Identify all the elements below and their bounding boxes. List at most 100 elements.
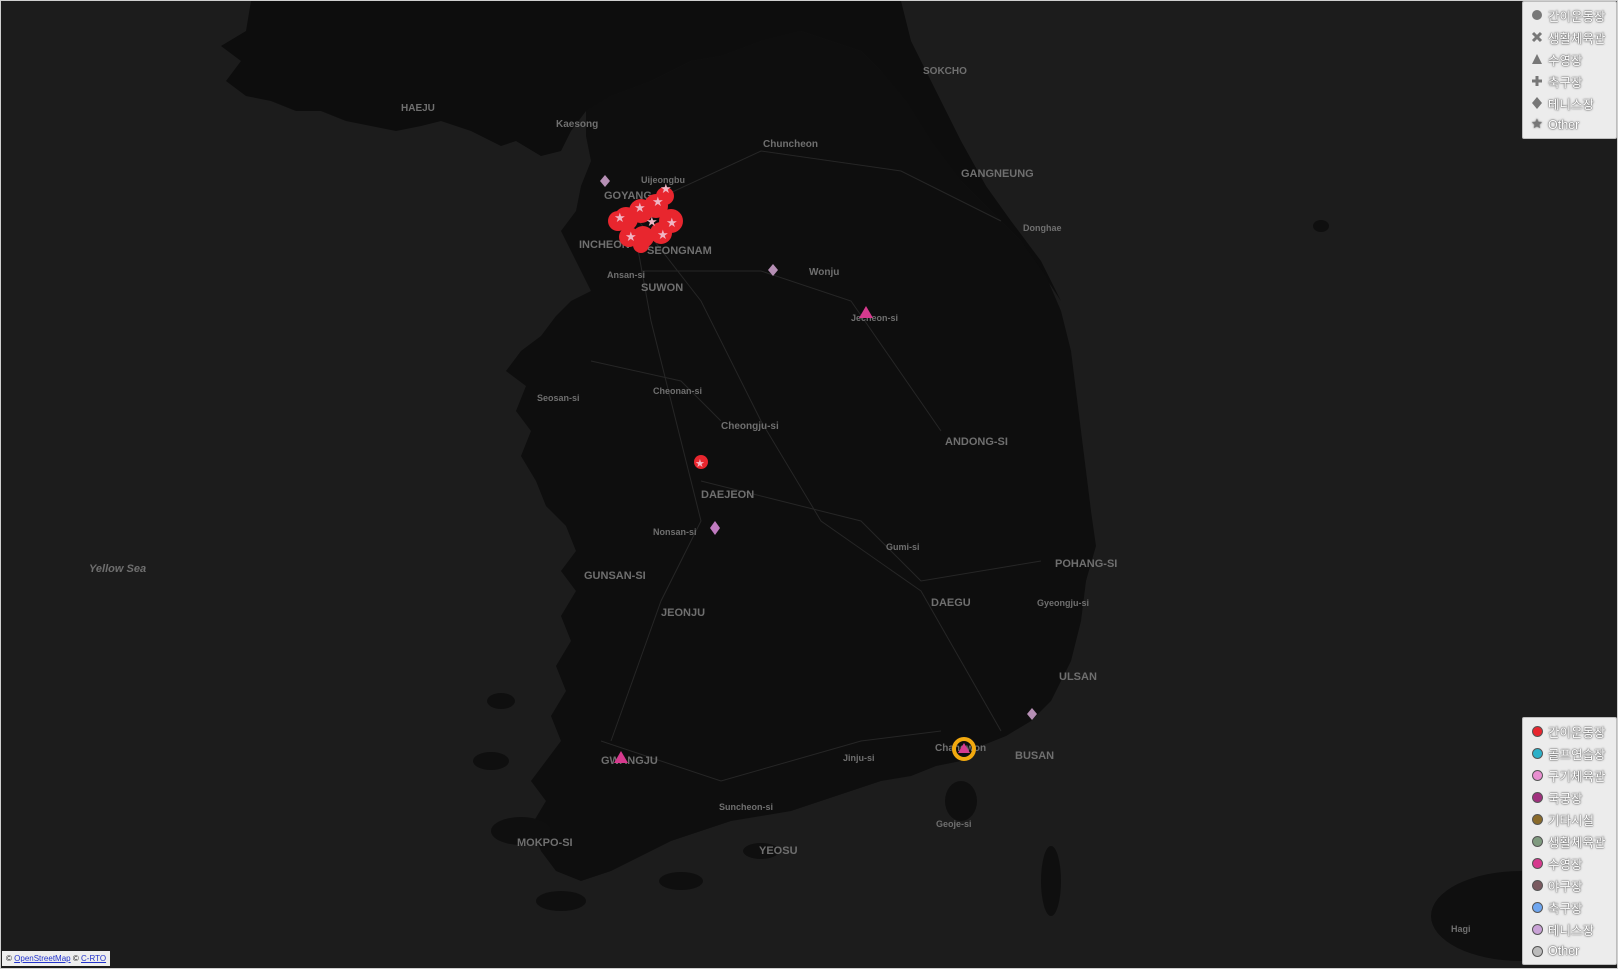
star-icon: ★ <box>660 182 672 197</box>
legend-item[interactable]: 축구장 <box>1530 896 1610 918</box>
legend-label: 테니스장 <box>1548 97 1595 112</box>
star-icon: ★ <box>1531 117 1543 132</box>
color-swatch-icon <box>1530 746 1544 760</box>
legend-item[interactable]: 테니스장 <box>1530 918 1610 940</box>
city-label-goyang: GOYANG <box>604 190 652 202</box>
marker-selected-highlight[interactable] <box>952 737 976 761</box>
legend-label: 야구장 <box>1548 879 1583 894</box>
city-label-daegu: DAEGU <box>931 597 971 609</box>
land-south <box>506 31 1096 881</box>
triangle-icon <box>1530 52 1544 66</box>
city-label-changwon: Changwon <box>935 743 986 754</box>
city-label-uijeongbu: Uijeongbu <box>641 175 685 185</box>
cluster-marker[interactable] <box>633 237 649 253</box>
city-label-daejeon: DAEJEON <box>701 489 754 501</box>
legend-label: 간이운동장 <box>1548 725 1606 740</box>
legend-label: Other <box>1548 944 1580 958</box>
star-icon: ★ <box>625 230 637 245</box>
city-label-gumi: Gumi-si <box>886 542 920 552</box>
color-legend: 간이운동장 골프연습장 구기체육관 국궁장 기타시설 생활체육관 수영장 야구장… <box>1522 717 1617 965</box>
legend-item[interactable]: 야구장 <box>1530 874 1610 896</box>
legend-item[interactable]: ★ Other <box>1530 114 1610 136</box>
legend-item[interactable]: 구기체육관 <box>1530 764 1610 786</box>
color-swatch-icon <box>1530 900 1544 914</box>
openstreetmap-link[interactable]: OpenStreetMap <box>14 954 71 963</box>
marker-diamond-tennis[interactable] <box>600 175 610 187</box>
legend-label: 간이운동장 <box>1548 9 1606 24</box>
legend-item[interactable]: 기타시설 <box>1530 808 1610 830</box>
cluster-marker[interactable] <box>656 187 674 205</box>
marker-diamond-tennis[interactable] <box>1027 708 1037 720</box>
facility-markers[interactable]: ★ <box>600 175 1037 763</box>
legend-item[interactable]: 수영장 <box>1530 48 1610 70</box>
city-label-geoje: Geoje-si <box>936 819 972 829</box>
city-label-jinju: Jinju-si <box>843 753 875 763</box>
diamond-icon <box>1530 96 1544 110</box>
legend-label: 국궁장 <box>1548 791 1583 806</box>
city-label-yeosu: YEOSU <box>759 845 798 857</box>
carto-link[interactable]: C-RTO <box>81 954 107 963</box>
legend-item[interactable]: 생활체육관 <box>1530 830 1610 852</box>
road-network <box>590 150 1042 782</box>
legend-item[interactable]: 테니스장 <box>1530 92 1610 114</box>
marker-triangle-swimming[interactable] <box>958 743 970 753</box>
legend-label: 구기체육관 <box>1548 769 1606 784</box>
city-label-donghae: Donghae <box>1023 223 1062 233</box>
seoul-marker-cluster[interactable]: ★ ★ ★ ★ ★ ★ ★ ★ <box>608 182 683 253</box>
legend-item[interactable]: 간이운동장 <box>1530 720 1610 742</box>
legend-label: 테니스장 <box>1548 923 1595 938</box>
legend-item[interactable]: Other <box>1530 940 1610 962</box>
shape-legend: 간이운동장 생활체육관 수영장 축구장 테니스장 ★ Other <box>1522 1 1617 139</box>
color-swatch-icon <box>1530 790 1544 804</box>
city-label-wonju: Wonju <box>809 267 839 278</box>
map-attribution: © OpenStreetMap © C-RTO <box>2 951 111 966</box>
city-label-chuncheon: Chuncheon <box>763 139 818 150</box>
marker-diamond-tennis[interactable] <box>710 521 720 535</box>
legend-label: 수영장 <box>1548 53 1583 68</box>
land-north <box>221 1 1061 301</box>
star-icon: ★ <box>666 216 678 231</box>
legend-item[interactable]: 간이운동장 <box>1530 4 1610 26</box>
x-icon <box>1530 30 1544 44</box>
legend-item[interactable]: 국궁장 <box>1530 786 1610 808</box>
legend-label: 생활체육관 <box>1548 835 1606 850</box>
city-label-pohang: POHANG-SI <box>1055 558 1117 570</box>
city-label-hagi: Hagi <box>1451 924 1471 934</box>
star-icon: ★ <box>634 201 646 216</box>
city-label-ulsan: ULSAN <box>1059 671 1097 683</box>
marker-red-circle[interactable] <box>694 455 708 469</box>
city-label-ansan: Ansan-si <box>607 270 645 280</box>
star-icon: ★ <box>695 457 705 470</box>
city-label-seosan: Seosan-si <box>537 393 580 403</box>
legend-label: 축구장 <box>1548 75 1583 90</box>
legend-label: Other <box>1548 118 1580 132</box>
copyright-icon: © <box>6 954 12 963</box>
color-swatch-icon <box>1530 944 1544 958</box>
marker-diamond-tennis[interactable] <box>768 264 778 276</box>
copyright-icon: © <box>72 954 79 963</box>
city-label-cheonan: Cheonan-si <box>653 386 702 396</box>
plus-icon <box>1530 74 1544 88</box>
cluster-marker[interactable] <box>650 222 672 244</box>
city-label-jeonju: JEONJU <box>661 607 705 619</box>
city-label-nonsan: Nonsan-si <box>653 527 697 537</box>
city-label-gunsan: GUNSAN-SI <box>584 570 646 582</box>
cluster-marker[interactable] <box>608 211 628 231</box>
color-swatch-icon <box>1530 856 1544 870</box>
color-swatch-icon <box>1530 768 1544 782</box>
legend-item[interactable]: 축구장 <box>1530 70 1610 92</box>
city-label-busan: BUSAN <box>1015 750 1054 762</box>
color-swatch-icon <box>1530 724 1544 738</box>
city-label-gyeongju: Gyeongju-si <box>1037 598 1089 608</box>
star-icon: ★ <box>652 195 664 210</box>
cluster-star-icons: ★ ★ ★ ★ ★ ★ ★ ★ <box>614 182 678 245</box>
marker-triangle-swimming[interactable] <box>859 306 873 318</box>
color-swatch-icon <box>1530 812 1544 826</box>
legend-item[interactable]: 수영장 <box>1530 852 1610 874</box>
legend-item[interactable]: 생활체육관 <box>1530 26 1610 48</box>
legend-item[interactable]: 골프연습장 <box>1530 742 1610 764</box>
color-swatch-icon <box>1530 922 1544 936</box>
marker-triangle-swimming[interactable] <box>614 751 628 763</box>
